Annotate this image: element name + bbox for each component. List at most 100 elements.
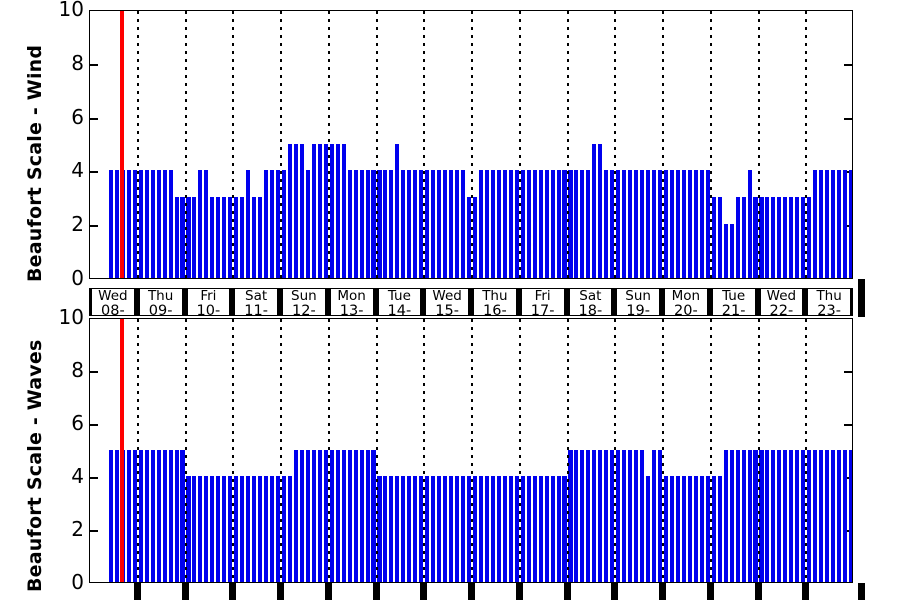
bar [753,449,758,582]
bar [574,170,579,278]
bar [108,449,113,582]
bar [478,170,483,278]
day-gridline [184,319,187,582]
bar [437,476,442,582]
bar [383,170,388,278]
day-of-week-label: Tue [387,288,411,304]
bar [246,170,251,278]
y-tick-mark [90,477,98,479]
day-gridline [375,11,378,278]
bar [210,197,215,278]
bar [425,170,430,278]
bar [287,476,292,582]
bottom-axis-tick [324,583,332,600]
bar [771,197,776,278]
bar [741,197,746,278]
date-label: 21-Jan [721,302,746,316]
waves-y-axis-title: Beaufort Scale - Waves [24,339,46,592]
bar [138,449,143,582]
bar [717,476,722,582]
bottom-axis-tick [133,583,141,600]
bar [771,449,776,582]
day-gridline [232,319,235,582]
day-of-week-label: Fri [200,288,217,304]
bar [616,449,621,582]
day-gridline [662,11,664,278]
bar [431,170,436,278]
bar [258,476,263,582]
bar [735,197,740,278]
y-tick-mark [844,371,852,373]
day-gridline [805,11,808,278]
bar [634,170,639,278]
bar [240,197,245,278]
y-tick-mark [844,530,852,532]
bar [848,170,852,278]
bar [831,170,836,278]
bar [520,170,525,278]
bar [228,476,233,582]
bar [281,476,286,582]
bar [323,143,328,278]
bar [807,449,812,582]
bar [234,197,239,278]
bar [825,170,830,278]
bar [663,170,668,278]
day-gridline [184,11,187,278]
waves-y-tick-labels: 10 8 6 4 2 0 [44,307,84,592]
bar [693,476,698,582]
waves-bottom-tick-marks [0,583,900,600]
y-tick-mark [844,225,852,228]
bar [693,170,698,278]
bar [490,476,495,582]
day-gridline [232,11,235,278]
bar [174,197,179,278]
bar [831,449,836,582]
bar [562,170,567,278]
bar [610,170,615,278]
date-label: 22-Jan [769,302,794,316]
bar [371,170,376,278]
bar [544,170,549,278]
bottom-axis-tick [754,583,762,600]
date-label: 18-Jan [578,302,603,316]
bar [138,170,143,278]
date-label: 14-Jan [387,302,412,316]
bar [258,197,263,278]
bar [192,476,197,582]
bar [455,170,460,278]
bar [843,170,848,278]
day-of-week-label: Thu [147,288,174,304]
bar [186,476,191,582]
bar [377,170,382,278]
bar [472,476,477,582]
bar [270,170,275,278]
day-of-week-label: Thu [816,288,842,304]
bar [371,449,376,582]
day-gridline [423,319,426,582]
y-tick-label: 8 [71,50,84,75]
date-label: 19-Jan [626,302,650,316]
bar [556,476,561,582]
shared-date-axis: Wed08-JanThu09-JanFri10-JanSat11-JanSun1… [0,279,900,317]
bar [777,197,782,278]
day-gridline [471,11,473,278]
bar [729,224,734,278]
bar [747,449,752,582]
bar [359,170,364,278]
bar [132,449,137,582]
y-tick-mark [90,424,98,426]
y-tick-mark [90,225,98,228]
bar [753,197,758,278]
bottom-axis-tick [468,583,475,600]
bottom-axis-tick [181,583,189,600]
